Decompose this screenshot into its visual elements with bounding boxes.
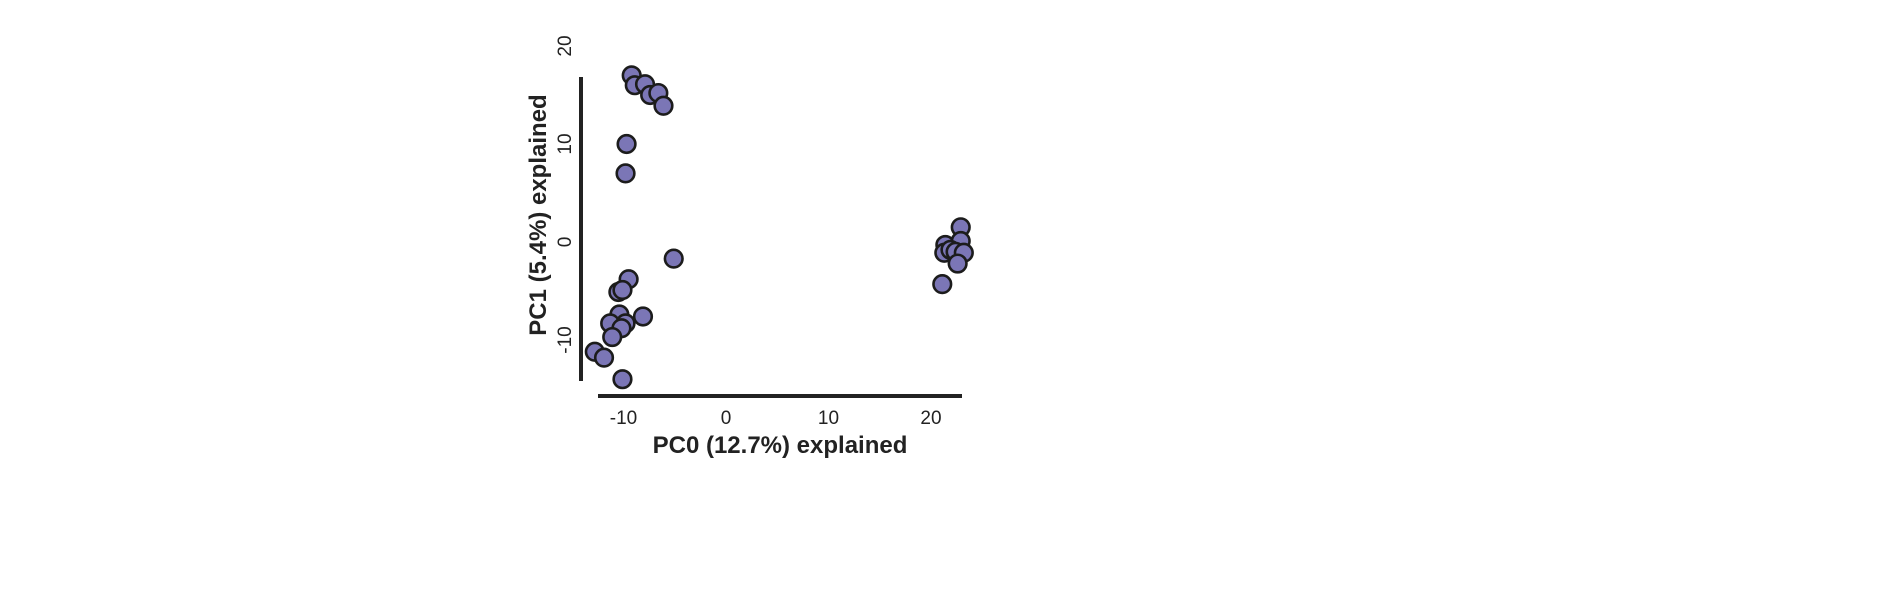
y-tick-label: 20 (555, 35, 576, 56)
scatter-point (653, 95, 674, 116)
y-axis-title: PC1 (5.4%) explained (525, 94, 552, 335)
scatter-points (584, 65, 974, 390)
scatter-point (612, 279, 633, 301)
x-tick-label: 0 (721, 408, 732, 429)
x-tick-label: -10 (610, 408, 637, 429)
x-tick-label: 20 (920, 408, 941, 429)
y-tick-label: -10 (555, 326, 576, 353)
scatter-point (632, 306, 654, 327)
scatter-point (663, 248, 684, 269)
scatter-point (947, 253, 968, 274)
y-tick-label: 0 (555, 237, 576, 248)
y-tick-label: 10 (555, 133, 576, 154)
scatter-point (615, 163, 636, 184)
y-tick-labels: -10 0 10 20 (555, 35, 576, 353)
scatter-point (593, 347, 615, 368)
scatter-point (616, 133, 637, 155)
x-axis-title: PC0 (12.7%) explained (653, 432, 908, 459)
scatter-point (932, 274, 953, 295)
scatter-point (612, 369, 633, 390)
x-tick-label: 10 (818, 408, 839, 429)
x-tick-labels: -10 0 10 20 (610, 408, 942, 429)
scatter-point (602, 326, 623, 348)
